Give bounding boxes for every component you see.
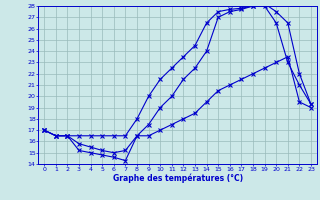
X-axis label: Graphe des températures (°C): Graphe des températures (°C) bbox=[113, 173, 243, 183]
